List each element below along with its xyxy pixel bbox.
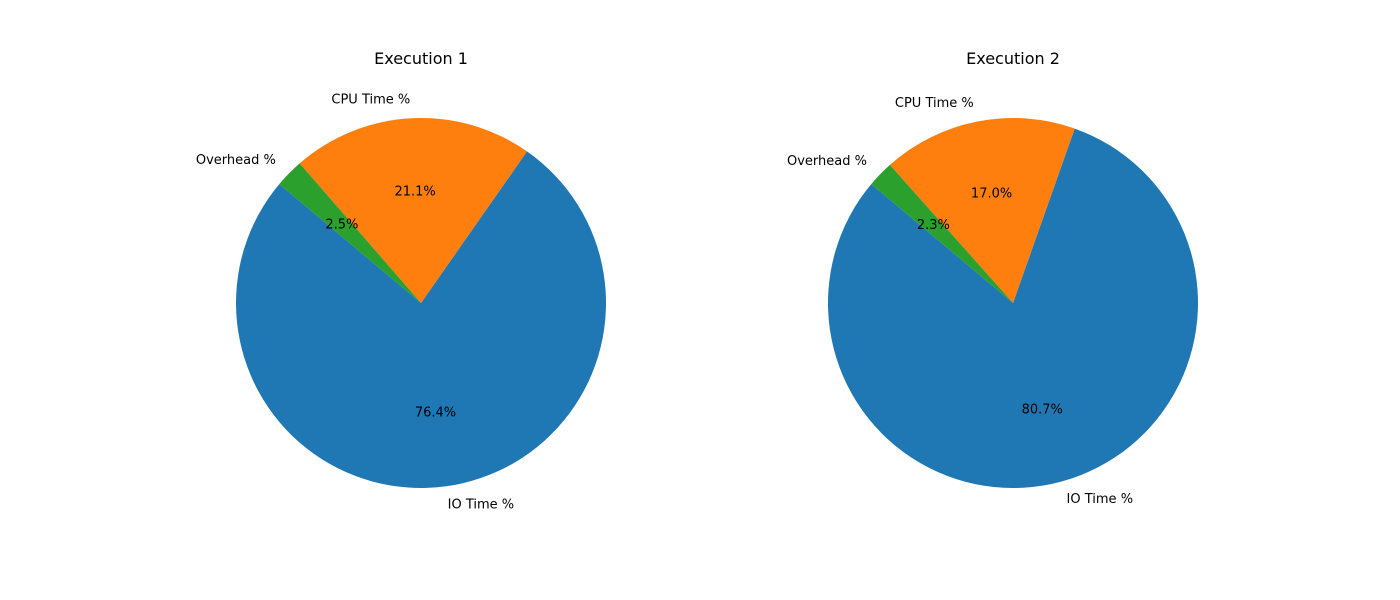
percent-label: 2.5% bbox=[325, 218, 358, 233]
percent-label: 17.0% bbox=[971, 187, 1012, 202]
slice-label: IO Time % bbox=[448, 497, 515, 512]
percent-label: 80.7% bbox=[1022, 403, 1063, 418]
pie-slice-cpu-time bbox=[299, 117, 528, 304]
pie-chart-execution-1: Execution 1 76.4% IO Time % 21.1% CPU Time … bbox=[196, 49, 606, 512]
slice-label: Overhead % bbox=[787, 154, 867, 169]
slice-label: IO Time % bbox=[1067, 492, 1134, 507]
pie-chart-execution-2: Execution 2 80.7% IO Time % 17.0% CPU Time … bbox=[787, 49, 1198, 507]
percent-label: 21.1% bbox=[394, 185, 435, 200]
chart-title: Execution 1 bbox=[374, 49, 468, 68]
pie-slice-io-time bbox=[235, 151, 606, 488]
percent-label: 2.3% bbox=[917, 218, 950, 233]
slice-label: CPU Time % bbox=[331, 92, 410, 107]
chart-title: Execution 2 bbox=[966, 49, 1060, 68]
slice-label: Overhead % bbox=[196, 153, 276, 168]
percent-label: 76.4% bbox=[415, 406, 456, 421]
slice-label: CPU Time % bbox=[895, 96, 974, 111]
pie-slice-io-time bbox=[827, 128, 1198, 488]
pie-slice-overhead bbox=[871, 164, 1013, 303]
pie-slice-overhead bbox=[279, 163, 421, 303]
pie-slice-cpu-time bbox=[889, 117, 1075, 304]
